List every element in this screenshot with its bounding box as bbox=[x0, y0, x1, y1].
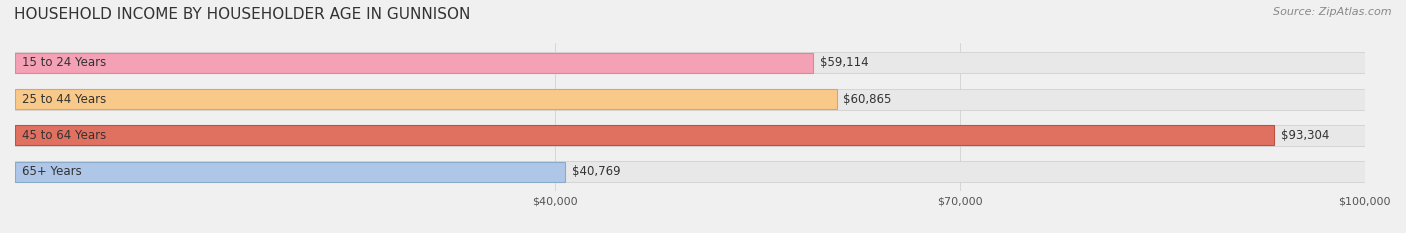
Bar bbox=[15, 89, 837, 109]
Bar bbox=[15, 125, 1365, 146]
Bar bbox=[15, 89, 1365, 110]
Bar bbox=[15, 125, 1274, 145]
Bar bbox=[15, 53, 813, 73]
Text: $59,114: $59,114 bbox=[820, 56, 869, 69]
Text: $93,304: $93,304 bbox=[1281, 129, 1330, 142]
Text: Source: ZipAtlas.com: Source: ZipAtlas.com bbox=[1274, 7, 1392, 17]
Text: 15 to 24 Years: 15 to 24 Years bbox=[21, 56, 105, 69]
Bar bbox=[15, 162, 565, 182]
Bar bbox=[15, 161, 1365, 182]
Text: $60,865: $60,865 bbox=[844, 93, 891, 106]
Text: 25 to 44 Years: 25 to 44 Years bbox=[21, 93, 105, 106]
Text: 65+ Years: 65+ Years bbox=[21, 165, 82, 178]
Text: 45 to 64 Years: 45 to 64 Years bbox=[21, 129, 105, 142]
Text: $40,769: $40,769 bbox=[572, 165, 620, 178]
Text: HOUSEHOLD INCOME BY HOUSEHOLDER AGE IN GUNNISON: HOUSEHOLD INCOME BY HOUSEHOLDER AGE IN G… bbox=[14, 7, 471, 22]
Bar bbox=[15, 52, 1365, 73]
